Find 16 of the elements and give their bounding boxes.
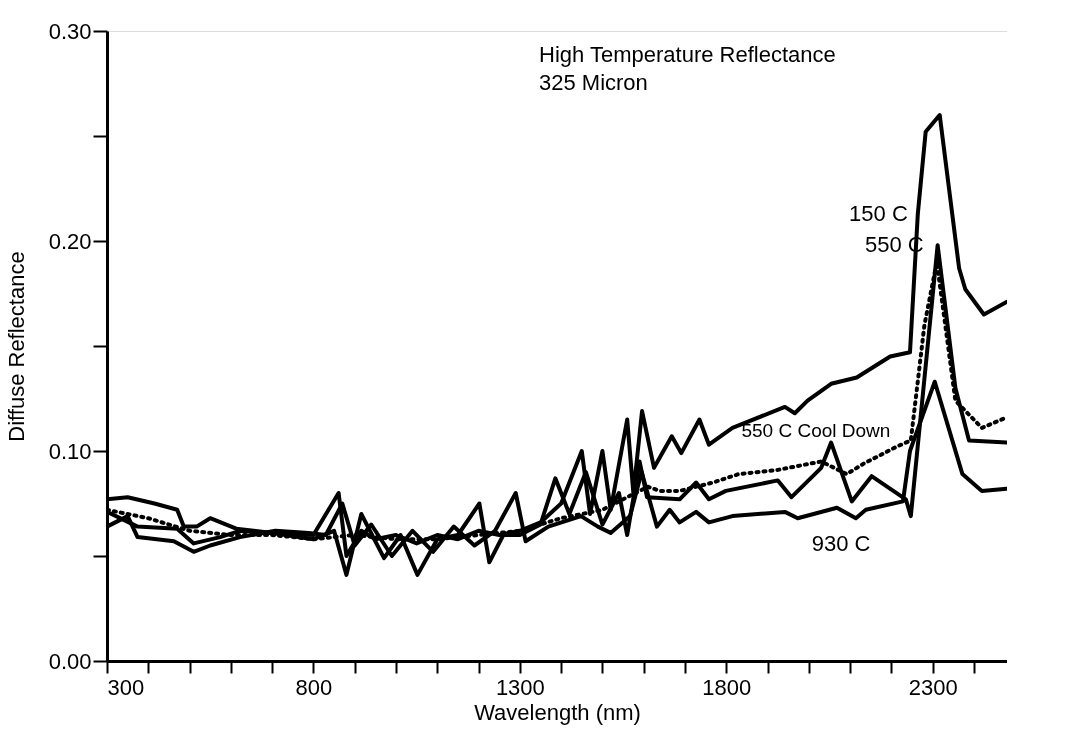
x-axis-title: Wavelength (nm) xyxy=(474,699,641,725)
y-tick-label: 0.10 xyxy=(48,438,92,464)
series-label: 550 C Cool Down xyxy=(741,419,891,441)
y-tick-label: 0.00 xyxy=(48,648,92,674)
text: 325 Micron xyxy=(539,70,648,95)
x-tick-label: 1800 xyxy=(702,674,752,700)
x-tick-label: 2300 xyxy=(908,674,958,700)
y-tick-label: 0.30 xyxy=(48,18,92,44)
x-tick-label: 1300 xyxy=(495,674,545,700)
x-tick-label: 300 xyxy=(107,674,145,700)
y-tick-label: 0.20 xyxy=(48,228,92,254)
text: High Temperature Reflectance xyxy=(539,42,836,67)
x-tick-label: 800 xyxy=(295,674,333,700)
y-axis-title: Diffuse Reflectance xyxy=(3,251,29,442)
series-label: 930 C xyxy=(811,531,871,557)
series-label: 150 C xyxy=(849,200,908,226)
